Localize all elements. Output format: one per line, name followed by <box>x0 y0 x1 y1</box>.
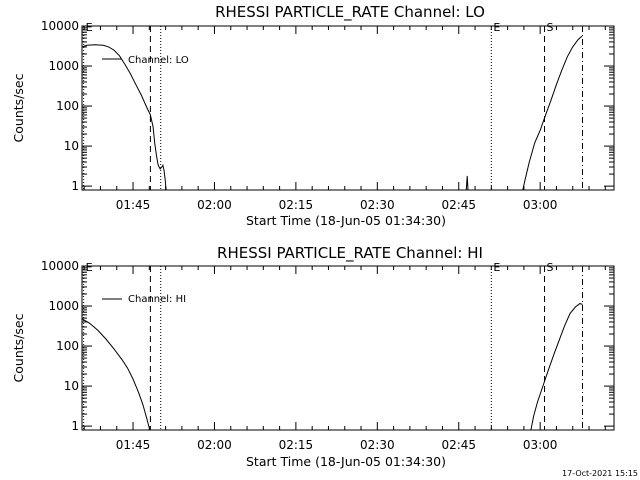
x-axis-label: Start Time (18-Jun-05 01:34:30) <box>246 454 446 469</box>
y-tick-labels: 1 10 100 1000 10000 <box>41 259 79 433</box>
x-tick-label: 01:45 <box>116 198 151 212</box>
lo-channel-panel: RHESSI PARTICLE_RATE Channel: LO Counts/… <box>11 3 615 228</box>
y-tick-label: 1 <box>71 179 79 193</box>
y-tick-label: 100 <box>56 99 79 113</box>
hi-channel-panel: RHESSI PARTICLE_RATE Channel: HI Counts/… <box>11 244 615 469</box>
event-line-label: E <box>86 21 93 34</box>
y-tick-label: 100 <box>56 339 79 353</box>
series-line <box>530 303 583 430</box>
plot-frame <box>81 265 615 431</box>
event-line-label: E <box>493 21 500 34</box>
series-line <box>522 35 583 190</box>
x-tick-labels: 01:45 02:00 02:15 02:30 02:45 03:00 <box>116 198 558 212</box>
y-tick-label: 10 <box>64 379 79 393</box>
y-tick-label: 1 <box>71 419 79 433</box>
y-tick-label: 1000 <box>48 299 79 313</box>
legend-label: Channel: HI <box>128 294 186 305</box>
x-tick-label: 01:45 <box>116 438 151 452</box>
event-line-label: E <box>493 261 500 274</box>
event-line-label: E <box>86 261 93 274</box>
series-line <box>82 44 167 190</box>
x-tick-label: 02:45 <box>441 198 476 212</box>
x-tick-labels: 01:45 02:00 02:15 02:30 02:45 03:00 <box>116 438 558 452</box>
x-tick-label: 02:15 <box>279 438 314 452</box>
y-tick-labels: 1 10 100 1000 10000 <box>41 19 79 193</box>
series-line <box>82 318 151 430</box>
series-line <box>465 175 469 190</box>
x-tick-label: 03:00 <box>523 438 558 452</box>
event-line-label: S <box>547 21 554 34</box>
y-tick-label: 10000 <box>41 19 79 33</box>
plot-frame <box>81 25 615 191</box>
chart-title: RHESSI PARTICLE_RATE Channel: HI <box>217 244 483 263</box>
x-tick-label: 03:00 <box>523 198 558 212</box>
y-tick-label: 10 <box>64 139 79 153</box>
y-tick-label: 1000 <box>48 59 79 73</box>
legend-label: Channel: LO <box>128 55 189 66</box>
footer-timestamp: 17-Oct-2021 15:15 <box>562 469 638 478</box>
y-tick-label: 10000 <box>41 259 79 273</box>
x-tick-label: 02:30 <box>360 438 395 452</box>
x-tick-label: 02:00 <box>197 438 232 452</box>
chart-title: RHESSI PARTICLE_RATE Channel: LO <box>215 3 485 22</box>
x-tick-label: 02:15 <box>279 198 314 212</box>
x-tick-label: 02:45 <box>441 438 476 452</box>
event-line-label: S <box>547 261 554 274</box>
x-tick-label: 02:00 <box>197 198 232 212</box>
y-axis-label: Counts/sec <box>11 313 26 382</box>
x-axis-label: Start Time (18-Jun-05 01:34:30) <box>246 213 446 228</box>
x-tick-label: 02:30 <box>360 198 395 212</box>
y-axis-label: Counts/sec <box>11 73 26 142</box>
